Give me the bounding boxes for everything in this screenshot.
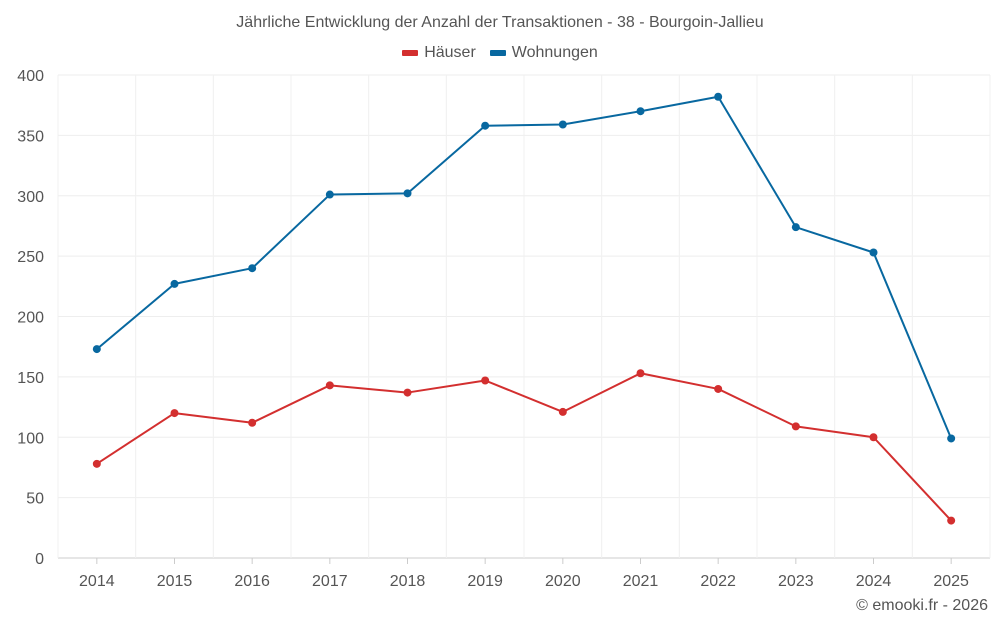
x-tick-label: 2014 (79, 573, 115, 590)
chart-legend: Häuser Wohnungen (0, 44, 1000, 62)
data-point-haeuser[interactable] (92, 459, 101, 468)
data-point-haeuser[interactable] (791, 422, 800, 431)
data-point-wohnungen[interactable] (791, 223, 800, 232)
y-tick-label: 50 (26, 491, 44, 508)
data-point-wohnungen[interactable] (248, 264, 257, 273)
x-tick-label: 2016 (234, 573, 270, 590)
chart-title: Jährliche Entwicklung der Anzahl der Tra… (236, 14, 764, 31)
legend-label-wohnungen: Wohnungen (511, 44, 598, 61)
data-point-wohnungen[interactable] (92, 345, 101, 354)
x-tick-label: 2021 (623, 573, 659, 590)
series-line-wohnungen (96, 95, 953, 439)
x-tick-label: 2020 (545, 573, 581, 590)
x-tick-label: 2017 (312, 573, 348, 590)
y-tick-label: 300 (17, 189, 44, 206)
data-point-wohnungen[interactable] (947, 434, 956, 443)
legend-item-haeuser[interactable]: Häuser (402, 44, 476, 62)
data-point-haeuser[interactable] (403, 388, 412, 397)
data-point-wohnungen[interactable] (558, 120, 567, 129)
x-tick-label: 2015 (157, 573, 193, 590)
x-tick-label: 2025 (933, 573, 969, 590)
data-point-wohnungen[interactable] (714, 92, 723, 101)
legend-label-haeuser: Häuser (424, 44, 476, 61)
data-point-wohnungen[interactable] (170, 279, 179, 288)
data-point-wohnungen[interactable] (325, 190, 334, 199)
data-point-haeuser[interactable] (248, 418, 257, 427)
data-point-haeuser[interactable] (947, 516, 956, 525)
data-point-haeuser[interactable] (714, 384, 723, 393)
y-tick-label: 100 (17, 430, 44, 447)
data-point-wohnungen[interactable] (403, 189, 412, 198)
x-tick-label: 2022 (700, 573, 736, 590)
legend-item-wohnungen[interactable]: Wohnungen (489, 44, 598, 62)
legend-swatch-wohnungen (489, 50, 506, 56)
data-point-haeuser[interactable] (558, 407, 567, 416)
credit-text: © emooki.fr - 2026 (856, 597, 988, 614)
x-tick-label: 2019 (467, 573, 503, 590)
x-tick-label: 2024 (856, 573, 892, 590)
y-tick-label: 350 (17, 128, 44, 145)
data-point-haeuser[interactable] (481, 376, 490, 385)
y-tick-label: 150 (17, 370, 44, 387)
y-tick-label: 400 (17, 68, 44, 85)
x-tick-label: 2018 (390, 573, 426, 590)
data-point-wohnungen[interactable] (869, 248, 878, 257)
y-tick-label: 200 (17, 310, 44, 327)
y-tick-label: 0 (35, 551, 44, 568)
data-point-haeuser[interactable] (325, 381, 334, 390)
data-point-wohnungen[interactable] (636, 107, 645, 116)
data-point-haeuser[interactable] (170, 409, 179, 418)
data-point-haeuser[interactable] (869, 433, 878, 442)
data-point-wohnungen[interactable] (481, 121, 490, 130)
x-tick-label: 2023 (778, 573, 814, 590)
series-line-haeuser (96, 372, 952, 522)
data-point-haeuser[interactable] (636, 369, 645, 378)
legend-swatch-haeuser (402, 50, 419, 56)
y-tick-label: 250 (17, 249, 44, 266)
